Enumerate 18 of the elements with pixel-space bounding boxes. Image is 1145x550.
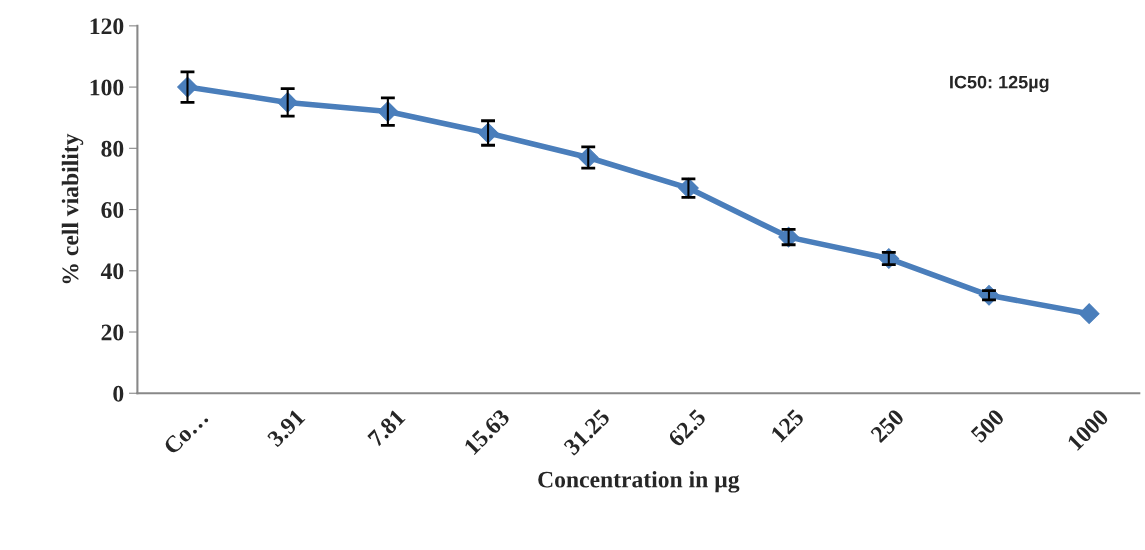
point bbox=[1078, 303, 1100, 324]
x-tick-label: 250 bbox=[869, 408, 905, 444]
x-tick-label: Co… bbox=[162, 409, 209, 456]
x-tick-label: 3.91 bbox=[266, 408, 306, 448]
y-tick-label: 120 bbox=[90, 18, 124, 35]
y-tick-label: 20 bbox=[101, 324, 124, 341]
y-tick-label: 40 bbox=[100, 263, 124, 280]
y-axis-title: % cell viability bbox=[61, 133, 84, 284]
y-tick-label: 60 bbox=[101, 202, 124, 218]
x-axis-title: Concentration in µg bbox=[538, 470, 740, 493]
x-tick-label: 500 bbox=[970, 408, 1006, 444]
x-tick-label: 62.5 bbox=[667, 408, 707, 448]
y-tick-label: 0 bbox=[113, 385, 124, 402]
y-tick-label: 100 bbox=[90, 79, 124, 96]
x-tick-label: 125 bbox=[770, 408, 805, 443]
y-tick-label: 80 bbox=[101, 140, 124, 157]
x-tick-label: 7.81 bbox=[367, 408, 406, 448]
annotation: IC50: 125µg bbox=[950, 75, 1049, 93]
